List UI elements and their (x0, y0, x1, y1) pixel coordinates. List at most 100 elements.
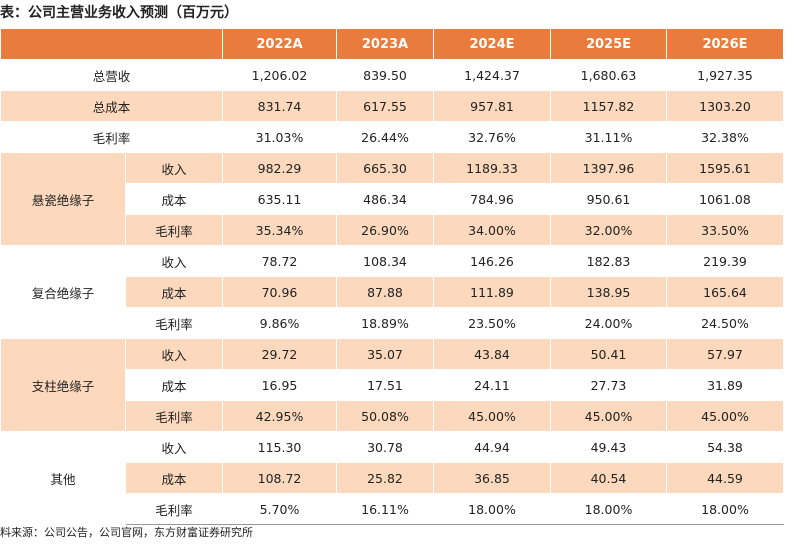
row-label: 成本 (125, 369, 223, 401)
row: 毛利率 5.70% 16.11% 18.00% 18.00% 18.00% (1, 493, 784, 525)
row-label: 成本 (125, 183, 223, 215)
row-label: 毛利率 (125, 214, 223, 246)
cell: 57.97 (666, 338, 784, 370)
cell: 49.43 (550, 431, 667, 463)
cell: 1595.61 (666, 152, 784, 184)
source-note: 资料来源：公司公告，公司官网，东方财富证券研究所 (0, 526, 253, 539)
cell: 17.51 (336, 369, 434, 401)
cell: 36.85 (433, 462, 551, 494)
cell: 32.38% (666, 121, 784, 153)
cell: 29.72 (222, 338, 337, 370)
cell: 165.64 (666, 276, 784, 308)
cell: 665.30 (336, 152, 434, 184)
cell: 138.95 (550, 276, 667, 308)
row: 成本 635.11 486.34 784.96 950.61 1061.08 (1, 183, 784, 215)
row-label: 成本 (125, 276, 223, 308)
cell: 784.96 (433, 183, 551, 215)
cell: 31.03% (222, 121, 337, 153)
cell: 957.81 (433, 90, 551, 122)
cell: 33.50% (666, 214, 784, 246)
cell: 25.82 (336, 462, 434, 494)
row: 其他 收入 115.30 30.78 44.94 49.43 54.38 (0, 431, 784, 525)
cell: 43.84 (433, 338, 551, 370)
cell: 54.38 (666, 431, 784, 463)
cell: 23.50% (433, 307, 551, 339)
cell: 182.83 (550, 245, 667, 277)
cell: 16.11% (336, 493, 434, 525)
cell: 982.29 (222, 152, 337, 184)
cell: 950.61 (550, 183, 667, 215)
cell: 146.26 (433, 245, 551, 277)
cell: 24.50% (666, 307, 784, 339)
cell: 78.72 (222, 245, 337, 277)
cell: 617.55 (336, 90, 434, 122)
cell: 839.50 (336, 59, 434, 91)
cell: 30.78 (336, 431, 434, 463)
cell: 18.00% (550, 493, 667, 525)
header-cell (0, 28, 223, 60)
cell: 50.41 (550, 338, 667, 370)
cell: 26.90% (336, 214, 434, 246)
group-label: 复合绝缘子 (0, 245, 126, 339)
cell: 42.95% (222, 400, 337, 432)
row-label: 毛利率 (125, 493, 223, 525)
row: 总成本 831.74 617.55 957.81 1157.82 1303.20 (0, 90, 784, 122)
header-cell: 2025E (550, 28, 667, 60)
cell: 32.76% (433, 121, 551, 153)
header-cell: 2023A (336, 28, 434, 60)
row-label: 收入 (125, 338, 223, 370)
cell: 45.00% (550, 400, 667, 432)
cell: 70.96 (222, 276, 337, 308)
row-label: 收入 (125, 152, 223, 184)
cell: 486.34 (336, 183, 434, 215)
cell: 1189.33 (433, 152, 551, 184)
cell: 35.34% (222, 214, 337, 246)
row-label: 总营收 (0, 59, 223, 91)
cell: 9.86% (222, 307, 337, 339)
cell: 44.59 (666, 462, 784, 494)
group-label: 悬瓷绝缘子 (0, 152, 126, 246)
row-label: 毛利率 (0, 121, 223, 153)
group-label: 其他 (0, 431, 126, 525)
cell: 34.00% (433, 214, 551, 246)
cell: 108.72 (222, 462, 337, 494)
cell: 26.44% (336, 121, 434, 153)
cell: 831.74 (222, 90, 337, 122)
cell: 24.11 (433, 369, 551, 401)
cell: 1061.08 (666, 183, 784, 215)
cell: 18.00% (433, 493, 551, 525)
cell: 1397.96 (550, 152, 667, 184)
cell: 45.00% (666, 400, 784, 432)
cell: 1,680.63 (550, 59, 667, 91)
cell: 50.08% (336, 400, 434, 432)
cell: 1,206.02 (222, 59, 337, 91)
row: 成本 16.95 17.51 24.11 27.73 31.89 (1, 369, 784, 401)
cell: 32.00% (550, 214, 667, 246)
row: 毛利率 35.34% 26.90% 34.00% 32.00% 33.50% (0, 214, 784, 246)
row-label: 毛利率 (125, 307, 223, 339)
header-cell: 2024E (433, 28, 551, 60)
cell: 31.11% (550, 121, 667, 153)
row: 悬瓷绝缘子 收入 982.29 665.30 1189.33 1397.96 1595.61 (0, 152, 784, 246)
header-cell: 2022A (222, 28, 337, 60)
cell: 40.54 (550, 462, 667, 494)
cell: 1157.82 (550, 90, 667, 122)
cell: 108.34 (336, 245, 434, 277)
cell: 35.07 (336, 338, 434, 370)
row-label: 成本 (125, 462, 223, 494)
row: 总营收 1,206.02 839.50 1,424.37 1,680.63 1,927.3… (0, 59, 784, 91)
row: 成本 108.72 25.82 36.85 40.54 44.59 (0, 462, 784, 494)
row: 毛利率 31.03% 26.44% 32.76% 31.11% 32.38% (0, 121, 784, 153)
row: 毛利率 9.86% 18.89% 23.50% 24.00% 24.50% (1, 307, 784, 339)
group-label: 支柱绝缘子 (0, 338, 126, 432)
cell: 5.70% (222, 493, 337, 525)
row: 成本 70.96 87.88 111.89 138.95 165.64 (0, 276, 784, 308)
row: 毛利率 42.95% 50.08% 45.00% 45.00% 45.00% (0, 400, 784, 432)
cell: 24.00% (550, 307, 667, 339)
cell: 18.00% (666, 493, 784, 525)
row-label: 收入 (125, 431, 223, 463)
row: 支柱绝缘子 收入 29.72 35.07 43.84 50.41 57.97 (0, 338, 784, 432)
cell: 18.89% (336, 307, 434, 339)
cell: 87.88 (336, 276, 434, 308)
